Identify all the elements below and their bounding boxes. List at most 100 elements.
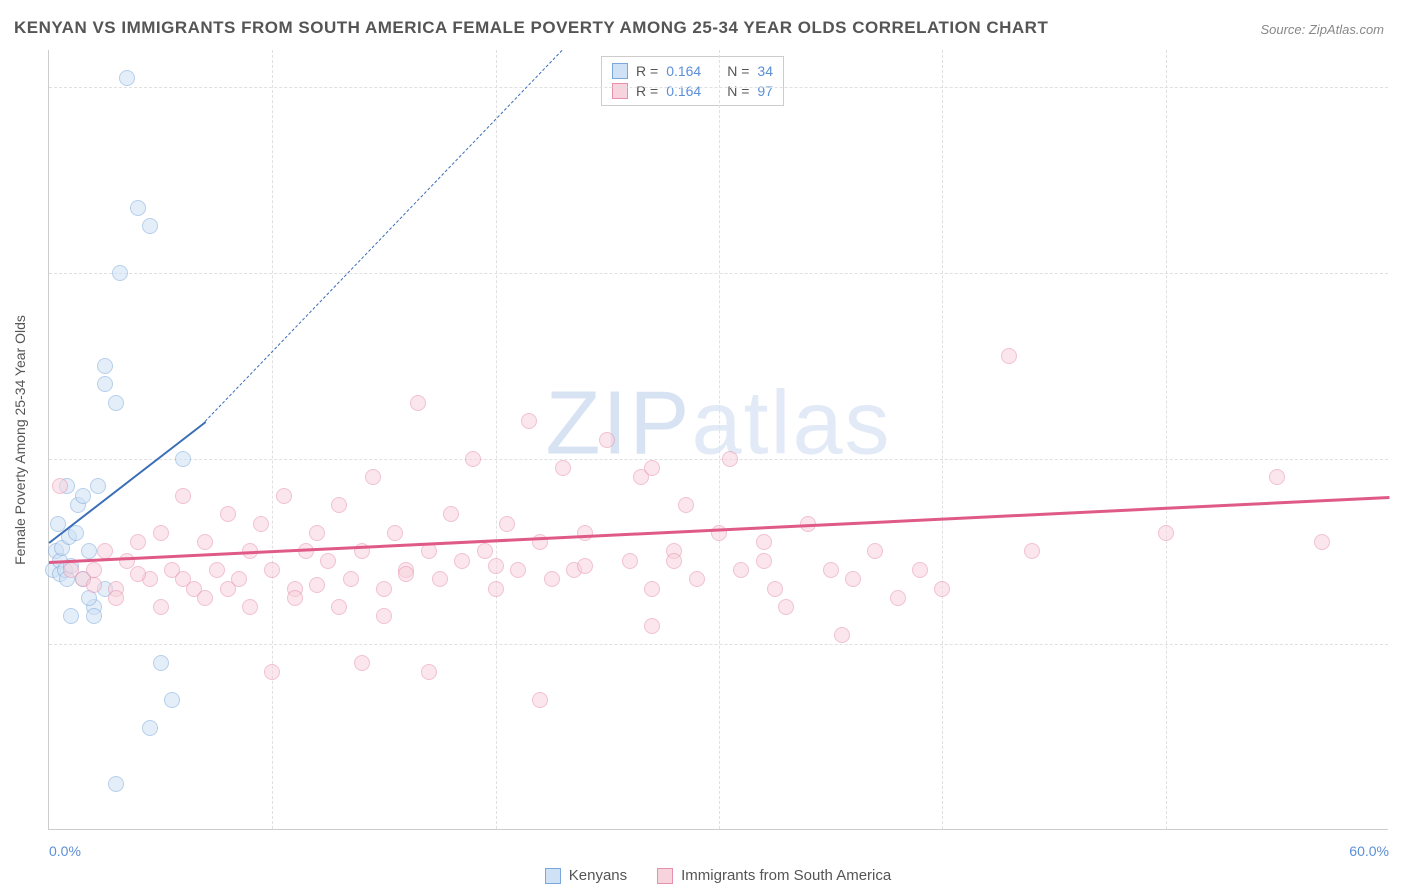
data-point xyxy=(488,581,504,597)
data-point xyxy=(421,664,437,680)
data-point xyxy=(153,525,169,541)
data-point xyxy=(1024,543,1040,559)
data-point xyxy=(477,543,493,559)
r-label: R = xyxy=(636,83,658,99)
data-point xyxy=(555,460,571,476)
legend-swatch xyxy=(612,63,628,79)
data-point xyxy=(577,525,593,541)
data-point xyxy=(622,553,638,569)
data-point xyxy=(644,581,660,597)
gridline-v xyxy=(496,50,497,829)
data-point xyxy=(108,776,124,792)
data-point xyxy=(778,599,794,615)
n-label: N = xyxy=(727,83,749,99)
n-value: 97 xyxy=(757,83,773,99)
data-point xyxy=(678,497,694,513)
data-point xyxy=(666,553,682,569)
data-point xyxy=(376,581,392,597)
r-value: 0.164 xyxy=(666,83,701,99)
n-label: N = xyxy=(727,63,749,79)
data-point xyxy=(130,200,146,216)
data-point xyxy=(81,543,97,559)
legend-item: Kenyans xyxy=(545,867,627,884)
data-point xyxy=(86,562,102,578)
legend-label: Immigrants from South America xyxy=(681,867,891,884)
data-point xyxy=(644,618,660,634)
data-point xyxy=(544,571,560,587)
gridline-v xyxy=(719,50,720,829)
data-point xyxy=(834,627,850,643)
r-label: R = xyxy=(636,63,658,79)
data-point xyxy=(465,451,481,467)
data-point xyxy=(242,599,258,615)
data-point xyxy=(532,692,548,708)
data-point xyxy=(264,562,280,578)
data-point xyxy=(175,571,191,587)
data-point xyxy=(1001,348,1017,364)
data-point xyxy=(398,566,414,582)
series-legend: Kenyans Immigrants from South America xyxy=(48,867,1388,884)
data-point xyxy=(119,70,135,86)
data-point xyxy=(387,525,403,541)
data-point xyxy=(644,460,660,476)
data-point xyxy=(130,534,146,550)
data-point xyxy=(331,599,347,615)
r-value: 0.164 xyxy=(666,63,701,79)
data-point xyxy=(86,608,102,624)
data-point xyxy=(320,553,336,569)
y-axis-label: Female Poverty Among 25-34 Year Olds xyxy=(12,315,28,565)
data-point xyxy=(331,497,347,513)
data-point xyxy=(912,562,928,578)
data-point xyxy=(309,577,325,593)
data-point xyxy=(287,590,303,606)
data-point xyxy=(220,506,236,522)
data-point xyxy=(298,543,314,559)
data-point xyxy=(365,469,381,485)
data-point xyxy=(108,590,124,606)
data-point xyxy=(689,571,705,587)
data-point xyxy=(488,558,504,574)
data-point xyxy=(175,488,191,504)
n-value: 34 xyxy=(757,63,773,79)
data-point xyxy=(197,534,213,550)
data-point xyxy=(63,608,79,624)
data-point xyxy=(577,558,593,574)
data-point xyxy=(454,553,470,569)
gridline-v xyxy=(942,50,943,829)
legend-swatch xyxy=(657,868,673,884)
chart-title: KENYAN VS IMMIGRANTS FROM SOUTH AMERICA … xyxy=(14,18,1048,38)
data-point xyxy=(443,506,459,522)
data-point xyxy=(722,451,738,467)
data-point xyxy=(97,358,113,374)
correlation-row: R = 0.164 N = 34 xyxy=(612,61,773,81)
data-point xyxy=(52,478,68,494)
legend-swatch xyxy=(545,868,561,884)
data-point xyxy=(108,395,124,411)
data-point xyxy=(153,599,169,615)
data-point xyxy=(112,265,128,281)
legend-item: Immigrants from South America xyxy=(657,867,891,884)
gridline-v xyxy=(1166,50,1167,829)
data-point xyxy=(376,608,392,624)
data-point xyxy=(756,553,772,569)
legend-label: Kenyans xyxy=(569,867,627,884)
data-point xyxy=(823,562,839,578)
data-point xyxy=(97,376,113,392)
data-point xyxy=(209,562,225,578)
data-point xyxy=(142,218,158,234)
data-point xyxy=(153,655,169,671)
data-point xyxy=(276,488,292,504)
data-point xyxy=(130,566,146,582)
x-tick-label: 0.0% xyxy=(49,843,81,859)
data-point xyxy=(756,534,772,550)
data-point xyxy=(1158,525,1174,541)
data-point xyxy=(264,664,280,680)
data-point xyxy=(197,590,213,606)
data-point xyxy=(164,692,180,708)
data-point xyxy=(867,543,883,559)
data-point xyxy=(733,562,749,578)
data-point xyxy=(1314,534,1330,550)
data-point xyxy=(86,577,102,593)
data-point xyxy=(767,581,783,597)
trend-line xyxy=(205,50,563,422)
